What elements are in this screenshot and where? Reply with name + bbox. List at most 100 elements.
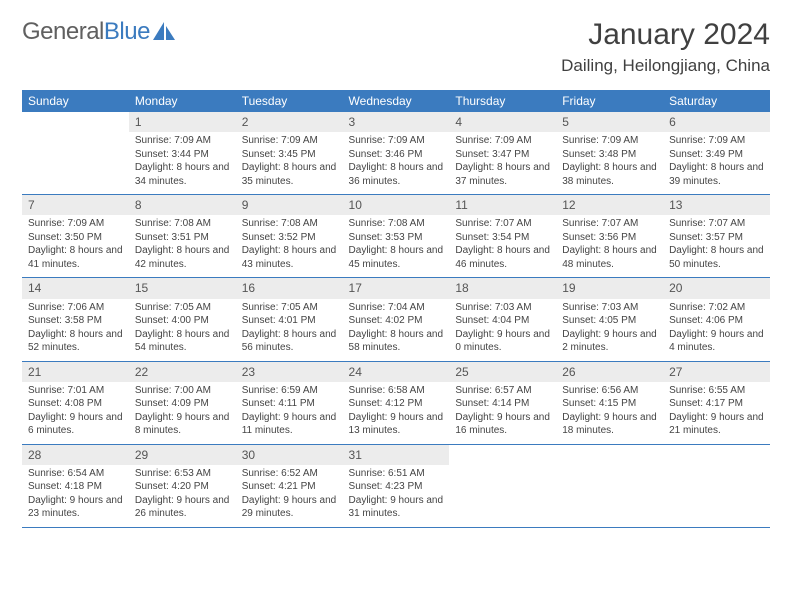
daylight-line: Daylight: 8 hours and 52 minutes. — [28, 328, 123, 355]
calendar-day-cell: 5Sunrise: 7:09 AMSunset: 3:48 PMDaylight… — [556, 112, 663, 195]
calendar-day-cell: 16Sunrise: 7:05 AMSunset: 4:01 PMDayligh… — [236, 278, 343, 361]
daylight-line: Daylight: 9 hours and 31 minutes. — [349, 494, 444, 521]
day-data: Sunrise: 7:00 AMSunset: 4:09 PMDaylight:… — [129, 382, 236, 444]
weekday-header: Thursday — [449, 90, 556, 112]
sunset-line: Sunset: 4:09 PM — [135, 397, 230, 411]
day-data: Sunrise: 7:09 AMSunset: 3:48 PMDaylight:… — [556, 132, 663, 194]
day-number: 9 — [236, 195, 343, 215]
day-number: 14 — [22, 278, 129, 298]
calendar-body: . 1Sunrise: 7:09 AMSunset: 3:44 PMDaylig… — [22, 112, 770, 527]
weekday-header: Tuesday — [236, 90, 343, 112]
day-number: 13 — [663, 195, 770, 215]
calendar-week-row: . 1Sunrise: 7:09 AMSunset: 3:44 PMDaylig… — [22, 112, 770, 195]
logo-sail-icon — [152, 21, 176, 41]
sunset-line: Sunset: 4:05 PM — [562, 314, 657, 328]
day-number: 2 — [236, 112, 343, 132]
sunrise-line: Sunrise: 6:58 AM — [349, 384, 444, 398]
daylight-line: Daylight: 9 hours and 16 minutes. — [455, 411, 550, 438]
sunrise-line: Sunrise: 6:53 AM — [135, 467, 230, 481]
sunset-line: Sunset: 4:00 PM — [135, 314, 230, 328]
sunset-line: Sunset: 4:02 PM — [349, 314, 444, 328]
day-number: 10 — [343, 195, 450, 215]
day-number: 24 — [343, 362, 450, 382]
day-number: 23 — [236, 362, 343, 382]
month-title: January 2024 — [561, 18, 770, 52]
calendar-day-cell: 6Sunrise: 7:09 AMSunset: 3:49 PMDaylight… — [663, 112, 770, 195]
sunset-line: Sunset: 3:51 PM — [135, 231, 230, 245]
sunrise-line: Sunrise: 7:09 AM — [349, 134, 444, 148]
weekday-header: Sunday — [22, 90, 129, 112]
day-data: Sunrise: 6:53 AMSunset: 4:20 PMDaylight:… — [129, 465, 236, 527]
day-number: 20 — [663, 278, 770, 298]
sunrise-line: Sunrise: 7:03 AM — [562, 301, 657, 315]
calendar-table: SundayMondayTuesdayWednesdayThursdayFrid… — [22, 90, 770, 528]
sunrise-line: Sunrise: 7:05 AM — [242, 301, 337, 315]
daylight-line: Daylight: 8 hours and 37 minutes. — [455, 161, 550, 188]
logo-text-blue: Blue — [104, 18, 150, 46]
daylight-line: Daylight: 8 hours and 36 minutes. — [349, 161, 444, 188]
day-number: 8 — [129, 195, 236, 215]
day-number: 29 — [129, 445, 236, 465]
daylight-line: Daylight: 8 hours and 50 minutes. — [669, 244, 764, 271]
weekday-header: Monday — [129, 90, 236, 112]
day-number: 5 — [556, 112, 663, 132]
daylight-line: Daylight: 8 hours and 58 minutes. — [349, 328, 444, 355]
calendar-day-cell: 24Sunrise: 6:58 AMSunset: 4:12 PMDayligh… — [343, 361, 450, 444]
calendar-day-cell: 31Sunrise: 6:51 AMSunset: 4:23 PMDayligh… — [343, 444, 450, 527]
day-data: Sunrise: 7:03 AMSunset: 4:04 PMDaylight:… — [449, 299, 556, 361]
sunset-line: Sunset: 4:12 PM — [349, 397, 444, 411]
calendar-day-cell: 30Sunrise: 6:52 AMSunset: 4:21 PMDayligh… — [236, 444, 343, 527]
logo-text-general: General — [22, 18, 104, 46]
daylight-line: Daylight: 9 hours and 21 minutes. — [669, 411, 764, 438]
title-block: January 2024 Dailing, Heilongjiang, Chin… — [561, 18, 770, 76]
daylight-line: Daylight: 8 hours and 43 minutes. — [242, 244, 337, 271]
day-data: Sunrise: 7:09 AMSunset: 3:46 PMDaylight:… — [343, 132, 450, 194]
sunset-line: Sunset: 3:44 PM — [135, 148, 230, 162]
day-number: 28 — [22, 445, 129, 465]
sunset-line: Sunset: 3:56 PM — [562, 231, 657, 245]
sunrise-line: Sunrise: 7:09 AM — [242, 134, 337, 148]
day-number: 1 — [129, 112, 236, 132]
sunrise-line: Sunrise: 6:56 AM — [562, 384, 657, 398]
day-number: 26 — [556, 362, 663, 382]
day-number: 12 — [556, 195, 663, 215]
sunrise-line: Sunrise: 7:01 AM — [28, 384, 123, 398]
day-number: 17 — [343, 278, 450, 298]
sunset-line: Sunset: 3:48 PM — [562, 148, 657, 162]
daylight-line: Daylight: 8 hours and 42 minutes. — [135, 244, 230, 271]
day-data: Sunrise: 7:07 AMSunset: 3:54 PMDaylight:… — [449, 215, 556, 277]
sunset-line: Sunset: 4:14 PM — [455, 397, 550, 411]
day-data: Sunrise: 7:08 AMSunset: 3:52 PMDaylight:… — [236, 215, 343, 277]
sunset-line: Sunset: 3:53 PM — [349, 231, 444, 245]
day-number: 4 — [449, 112, 556, 132]
weekday-header: Wednesday — [343, 90, 450, 112]
sunrise-line: Sunrise: 6:52 AM — [242, 467, 337, 481]
sunrise-line: Sunrise: 6:55 AM — [669, 384, 764, 398]
sunrise-line: Sunrise: 7:04 AM — [349, 301, 444, 315]
sunrise-line: Sunrise: 7:09 AM — [135, 134, 230, 148]
sunrise-line: Sunrise: 7:00 AM — [135, 384, 230, 398]
sunset-line: Sunset: 3:57 PM — [669, 231, 764, 245]
weekday-header: Friday — [556, 90, 663, 112]
daylight-line: Daylight: 8 hours and 48 minutes. — [562, 244, 657, 271]
day-data: Sunrise: 7:05 AMSunset: 4:00 PMDaylight:… — [129, 299, 236, 361]
sunset-line: Sunset: 3:50 PM — [28, 231, 123, 245]
calendar-day-cell: 9Sunrise: 7:08 AMSunset: 3:52 PMDaylight… — [236, 195, 343, 278]
day-number: 30 — [236, 445, 343, 465]
calendar-week-row: 28Sunrise: 6:54 AMSunset: 4:18 PMDayligh… — [22, 444, 770, 527]
day-number: 15 — [129, 278, 236, 298]
sunrise-line: Sunrise: 7:08 AM — [349, 217, 444, 231]
day-number: 11 — [449, 195, 556, 215]
sunset-line: Sunset: 4:06 PM — [669, 314, 764, 328]
daylight-line: Daylight: 9 hours and 0 minutes. — [455, 328, 550, 355]
sunrise-line: Sunrise: 6:57 AM — [455, 384, 550, 398]
sunset-line: Sunset: 4:23 PM — [349, 480, 444, 494]
daylight-line: Daylight: 9 hours and 4 minutes. — [669, 328, 764, 355]
day-data: Sunrise: 7:09 AMSunset: 3:44 PMDaylight:… — [129, 132, 236, 194]
day-number: 18 — [449, 278, 556, 298]
calendar-day-cell: 29Sunrise: 6:53 AMSunset: 4:20 PMDayligh… — [129, 444, 236, 527]
day-data: Sunrise: 7:09 AMSunset: 3:49 PMDaylight:… — [663, 132, 770, 194]
calendar-empty-cell: . — [22, 112, 129, 195]
calendar-day-cell: 18Sunrise: 7:03 AMSunset: 4:04 PMDayligh… — [449, 278, 556, 361]
sunrise-line: Sunrise: 6:51 AM — [349, 467, 444, 481]
